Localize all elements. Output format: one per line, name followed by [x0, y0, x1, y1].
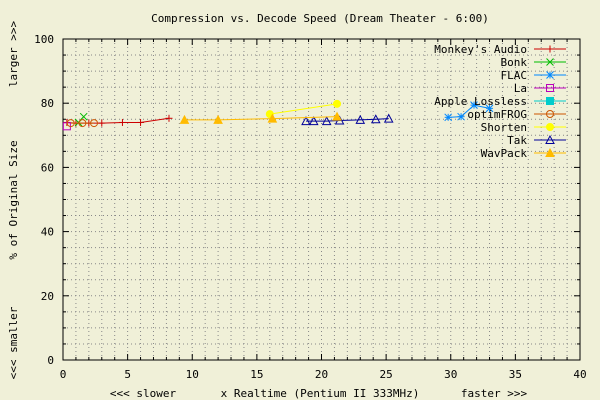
x-tick-label: 20: [315, 368, 328, 381]
data-point: [118, 118, 126, 126]
data-point: [165, 114, 173, 122]
legend-label: Bonk: [501, 56, 528, 69]
legend-label: Apple Lossless: [434, 95, 527, 108]
series-2: [444, 101, 494, 122]
y-tick-label: 80: [41, 97, 54, 110]
legend-label: optimFROG: [467, 108, 527, 121]
series-8: [179, 111, 342, 124]
y-axis-label-smaller: <<< smaller: [7, 306, 20, 379]
x-tick-label: 25: [380, 368, 393, 381]
data-point: [78, 119, 87, 128]
data-point: [308, 116, 319, 126]
legend-marker: [546, 97, 554, 105]
data-point: [457, 112, 465, 121]
x-tick-label: 40: [573, 368, 586, 381]
legend-marker: [546, 84, 554, 92]
data-point: [79, 112, 88, 121]
legend-label: Tak: [507, 134, 527, 147]
y-axis-label: % of Original Size: [7, 140, 20, 259]
data-point: [333, 99, 342, 108]
x-tick-label: 15: [250, 368, 263, 381]
series-5: [66, 119, 99, 128]
data-point: [332, 111, 342, 121]
x-tick-label: 5: [124, 368, 131, 381]
grid: [63, 39, 580, 360]
x-tick-label: 30: [444, 368, 457, 381]
data-point: [485, 104, 494, 113]
data-point: [90, 119, 99, 128]
series-line: [269, 103, 338, 115]
data-point: [301, 116, 311, 126]
data-point: [137, 118, 145, 126]
axis-ticks: 0 5 10 15 20 25 30 35 40 0 20 40 60 80 100: [34, 33, 587, 381]
y-tick-label: 20: [41, 290, 54, 303]
data-point: [370, 114, 381, 124]
x-tick-label: 10: [186, 368, 199, 381]
data-point: [444, 113, 453, 122]
data-point: [355, 114, 366, 124]
data-point: [179, 114, 190, 124]
x-axis-label: x Realtime (Pentium II 333MHz): [221, 387, 420, 400]
legend-marker: [545, 134, 555, 144]
y-tick-label: 0: [47, 354, 54, 367]
data-point: [98, 119, 106, 127]
legend-marker: [546, 123, 554, 131]
data-point: [213, 114, 223, 124]
data-point: [321, 116, 332, 126]
y-tick-label: 60: [41, 161, 54, 174]
x-axis-label-slower: <<< slower: [110, 387, 177, 400]
legend-label: La: [514, 82, 527, 95]
legend-label: WavPack: [481, 147, 528, 160]
legend-label: Monkey's Audio: [434, 43, 527, 56]
legend-label: FLAC: [501, 69, 528, 82]
data-point: [470, 101, 478, 109]
data-point: [383, 113, 394, 123]
x-tick-label: 0: [60, 368, 67, 381]
legend-marker: [546, 110, 554, 118]
legend-marker: [546, 58, 554, 66]
legend-marker: [546, 71, 554, 79]
series-line: [448, 104, 490, 118]
data-point: [66, 119, 75, 128]
legend-marker: [545, 147, 555, 157]
x-axis-label-faster: faster >>>: [461, 387, 528, 400]
legend-marker: [546, 45, 554, 53]
y-tick-label: 40: [41, 226, 54, 239]
chart-title: Compression vs. Decode Speed (Dream Thea…: [151, 12, 489, 25]
series-layer: [62, 99, 494, 131]
series-line: [184, 116, 338, 121]
data-point: [267, 113, 278, 123]
legend-label: Shorten: [481, 121, 527, 134]
x-tick-label: 35: [509, 368, 522, 381]
y-tick-label: 100: [34, 33, 54, 46]
y-axis-label-larger: larger >>>: [7, 21, 20, 88]
